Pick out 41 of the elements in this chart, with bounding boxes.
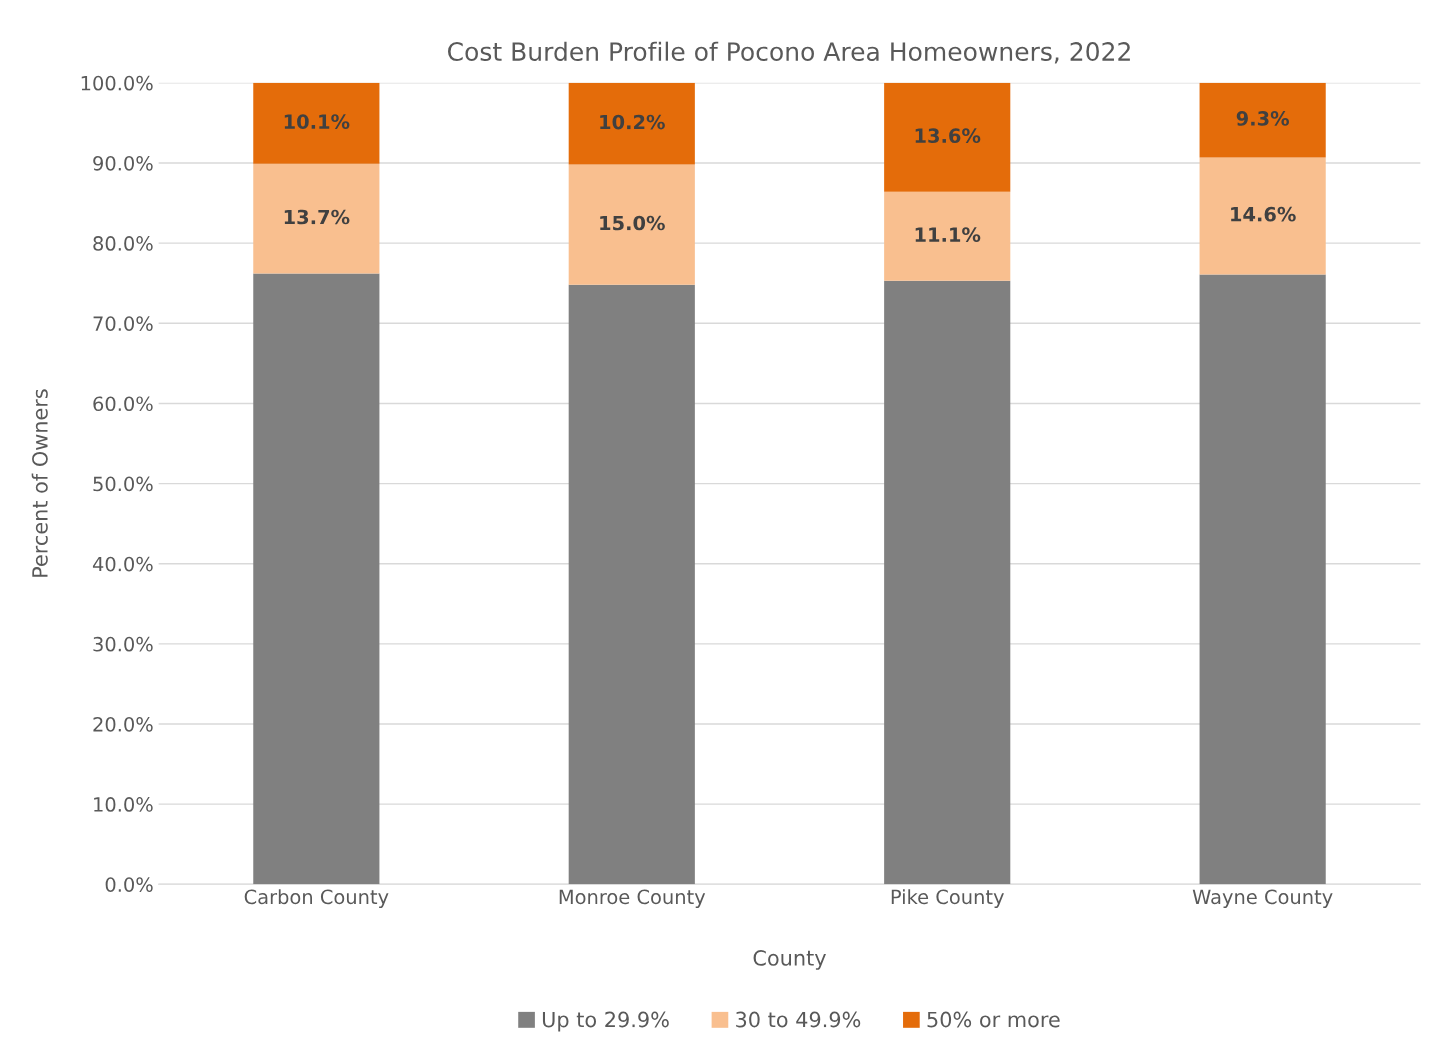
y-tick-label: 70.0% [93, 316, 153, 331]
bar [884, 191, 1011, 281]
chart-title: Cost Burden Profile of Pocono Area Homeowners, 2022 [448, 41, 1130, 64]
y-tick-label: 20.0% [93, 716, 153, 732]
y-tick-label: 10.0% [94, 797, 153, 812]
data-label: 10.1% [284, 114, 350, 129]
y-tick-label: 50.0% [93, 476, 153, 492]
data-label: 10.2% [600, 114, 665, 130]
y-axis-title: Percent of Owners [31, 389, 48, 577]
legend-label: 50% or more [927, 1011, 1060, 1028]
y-tick-label: 0.0% [105, 877, 153, 892]
bar [1199, 157, 1326, 275]
y-tick-label: 100.0% [81, 75, 153, 91]
bar [568, 164, 695, 285]
bar [568, 284, 695, 885]
bar [253, 82, 380, 164]
x-tick-label: Pike County [891, 889, 1004, 908]
data-label: 15.0% [600, 215, 665, 231]
x-tick-label: Monroe County [559, 889, 706, 908]
bar [884, 82, 1011, 192]
data-label: 11.1% [915, 227, 981, 242]
legend-label: Up to 29.9% [542, 1011, 669, 1032]
y-tick-label: 90.0% [93, 155, 153, 171]
data-label: 14.6% [1231, 206, 1296, 222]
data-label: 13.7% [284, 209, 350, 225]
y-tick-label: 30.0% [93, 636, 153, 652]
bar [1199, 82, 1326, 158]
legend-label: 30 to 49.9% [736, 1011, 861, 1028]
bar [1199, 274, 1326, 885]
bar [884, 280, 1011, 885]
data-label: 9.3% [1236, 111, 1289, 126]
x-tick-label: Carbon County [244, 889, 389, 908]
bar [253, 163, 380, 274]
y-tick-label: 60.0% [93, 396, 153, 412]
y-tick-label: 40.0% [92, 556, 153, 572]
x-axis-title: County [753, 950, 826, 970]
data-label: 13.6% [915, 128, 981, 144]
y-tick-label: 80.0% [93, 236, 153, 251]
x-tick-label: Wayne County [1192, 889, 1333, 908]
bar [253, 273, 380, 885]
bar [568, 82, 695, 165]
